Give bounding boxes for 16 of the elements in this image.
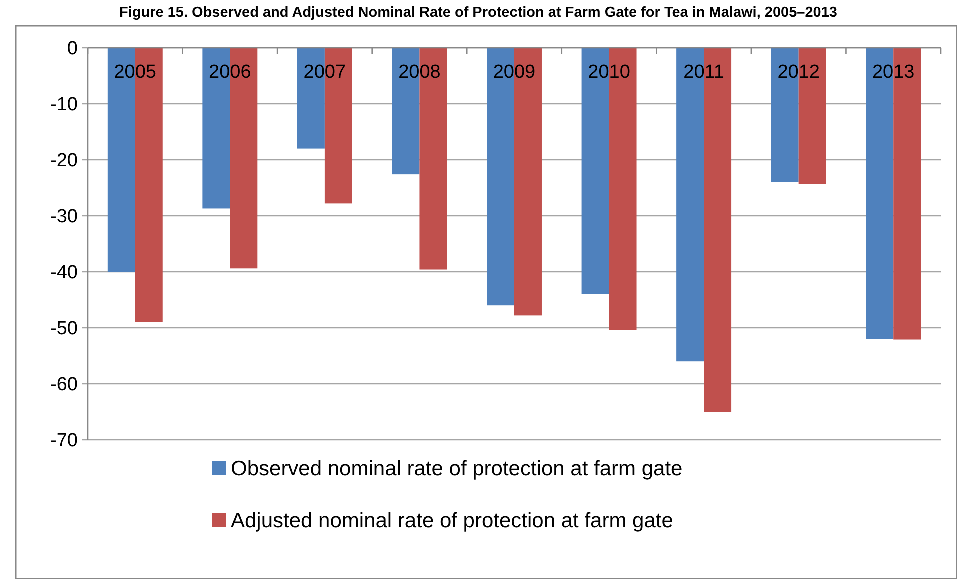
- x-tick-label: 2007: [304, 62, 346, 83]
- y-tick-label: -10: [50, 94, 78, 116]
- y-tick-label: -70: [50, 430, 78, 452]
- y-tick-label: -60: [50, 374, 78, 396]
- chart-title: Figure 15. Observed and Adjusted Nominal Rate of Protection at Farm Gate for Tea in Malawi, 2005–2013: [120, 5, 838, 21]
- y-tick-label: -20: [50, 150, 78, 172]
- x-tick-label: 2009: [493, 62, 536, 83]
- legend-label: Adjusted nominal rate of protection at farm gate: [231, 509, 674, 532]
- y-tick-label: -50: [50, 318, 78, 340]
- x-tick-label: 2011: [684, 62, 724, 83]
- legend-label: Observed nominal rate of protection at farm gate: [231, 457, 683, 480]
- x-tick-label: 2005: [114, 62, 157, 83]
- y-tick-label: -40: [50, 262, 78, 284]
- x-tick-label: 2012: [778, 62, 820, 83]
- y-tick-label: 0: [67, 38, 78, 60]
- y-tick-label: -30: [50, 206, 78, 228]
